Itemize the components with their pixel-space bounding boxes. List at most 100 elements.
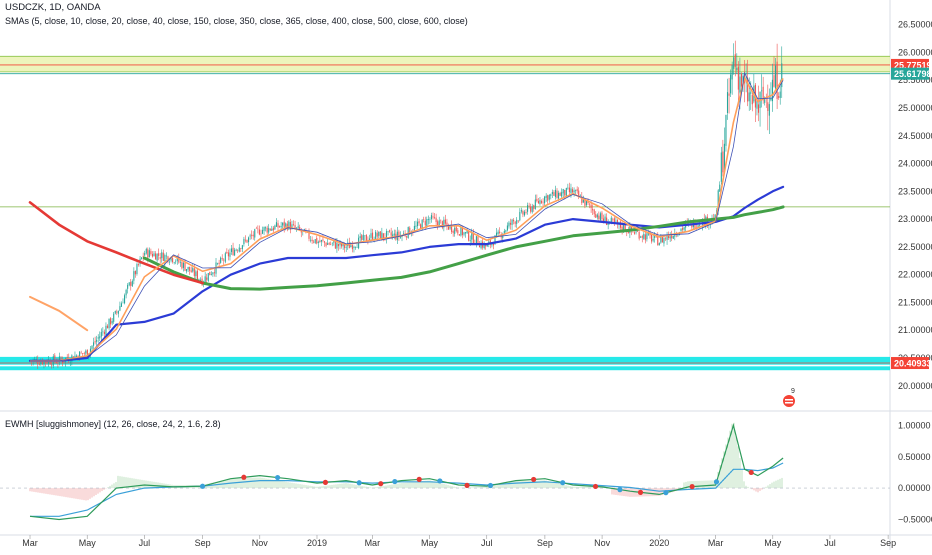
candle-body-473 [762,86,764,101]
candle-body-410 [664,238,667,240]
candle-body-52 [110,318,112,325]
candle-body-233 [390,232,392,236]
cross-marker-4 [356,480,362,486]
candle-body-334 [547,195,549,201]
candle-body-190 [323,241,326,243]
candle-body-164 [283,221,285,228]
candle-body-444 [717,190,719,212]
badge-count: 9 [791,388,795,395]
flag-badge-icon[interactable]: 9 [780,388,800,408]
candle-body-204 [345,247,347,248]
candle-body-35 [83,353,85,355]
candle-body-252 [420,224,422,229]
candle-body-104 [190,270,192,273]
osc-y-tick-label: 0.00000 [898,483,931,493]
candle-body-138 [243,238,245,245]
candle-body-146 [255,228,257,229]
candle-body-281 [465,232,467,234]
candle-body-133 [235,249,237,251]
candle-body-127 [226,252,228,253]
candle-body-348 [568,187,570,193]
candle-body-124 [221,258,223,260]
candle-body-421 [682,228,684,230]
candle-body-472 [761,90,763,92]
candle-body-301 [496,232,498,236]
candle-body-277 [458,234,460,236]
candle-body-18 [57,362,59,364]
candle-body-291 [480,242,482,249]
candle-body-98 [181,262,183,269]
candle-body-136 [240,248,242,250]
candle-body-141 [248,237,250,243]
candle-body-263 [437,221,439,227]
candle-body-130 [230,248,233,252]
candle-body-319 [523,211,526,216]
candle-body-362 [590,204,592,209]
candle-body-288 [475,236,477,244]
y-tick-label: 25.00000 [898,103,932,113]
cross-marker-12 [560,480,566,486]
candle-body-139 [244,239,247,241]
indicator-legend[interactable]: EWMH [sluggishmoney] (12, 26, close, 24,… [5,419,221,429]
candle-body-315 [517,220,519,222]
candle-body-370 [602,218,605,222]
candle-body-144 [252,234,254,237]
candle-body-255 [424,220,426,226]
candle-body-318 [522,211,524,215]
candle-body-392 [637,230,639,232]
candle-body-172 [296,227,298,229]
candle-body-57 [117,310,119,314]
candle-body-367 [598,215,600,219]
candle-body-105 [192,268,194,272]
x-tick-label: May [421,538,439,548]
candle-body-40 [91,345,93,349]
candle-body-463 [747,78,749,102]
candle-body-232 [389,230,391,232]
y-tick-label: 20.00000 [898,381,932,391]
candles-group [29,40,783,369]
cross-marker-17 [689,483,695,490]
candle-body-337 [551,191,553,195]
candle-body-6 [38,364,40,365]
candle-body-378 [615,220,617,222]
candle-body-254 [423,219,425,220]
candle-body-311 [511,219,513,226]
candle-body-80 [153,253,155,257]
x-tick-label: Sep [880,538,896,548]
candle-body-99 [182,262,185,268]
candle-body-16 [54,355,56,362]
candle-body-278 [460,226,462,236]
y-tick-label: 24.00000 [898,159,932,169]
candle-body-320 [525,211,527,213]
x-tick-label: Jul [139,538,151,548]
candle-body-117 [210,274,212,275]
candle-body-66 [131,280,133,287]
candle-body-327 [536,198,538,202]
cross-marker-19 [748,469,754,476]
candle-body-290 [478,245,481,248]
candle-body-422 [683,227,685,230]
candle-body-75 [145,248,147,254]
sma-legend[interactable]: SMAs (5, close, 10, close, 20, close, 40… [5,16,468,26]
candle-body-248 [413,226,415,232]
cross-marker-15 [637,489,644,495]
sma-red-slow-line [28,201,204,285]
candle-body-125 [223,259,225,261]
candle-body-7 [40,361,42,365]
candle-body-418 [677,235,679,237]
symbol-legend[interactable]: USDCZK, 1D, OANDA [5,2,101,13]
x-tick-label: 2019 [307,538,327,548]
candle-body-376 [612,218,614,220]
candle-body-328 [537,200,539,204]
candle-body-13 [49,360,51,365]
candle-body-109 [198,279,200,280]
candle-body-344 [562,189,564,194]
candle-body-343 [561,192,563,197]
candle-body-39 [89,348,92,354]
candle-body-173 [297,226,299,228]
candle-body-333 [545,195,547,198]
candle-body-211 [356,247,358,248]
candle-body-34 [82,353,84,354]
candle-body-256 [426,219,428,227]
